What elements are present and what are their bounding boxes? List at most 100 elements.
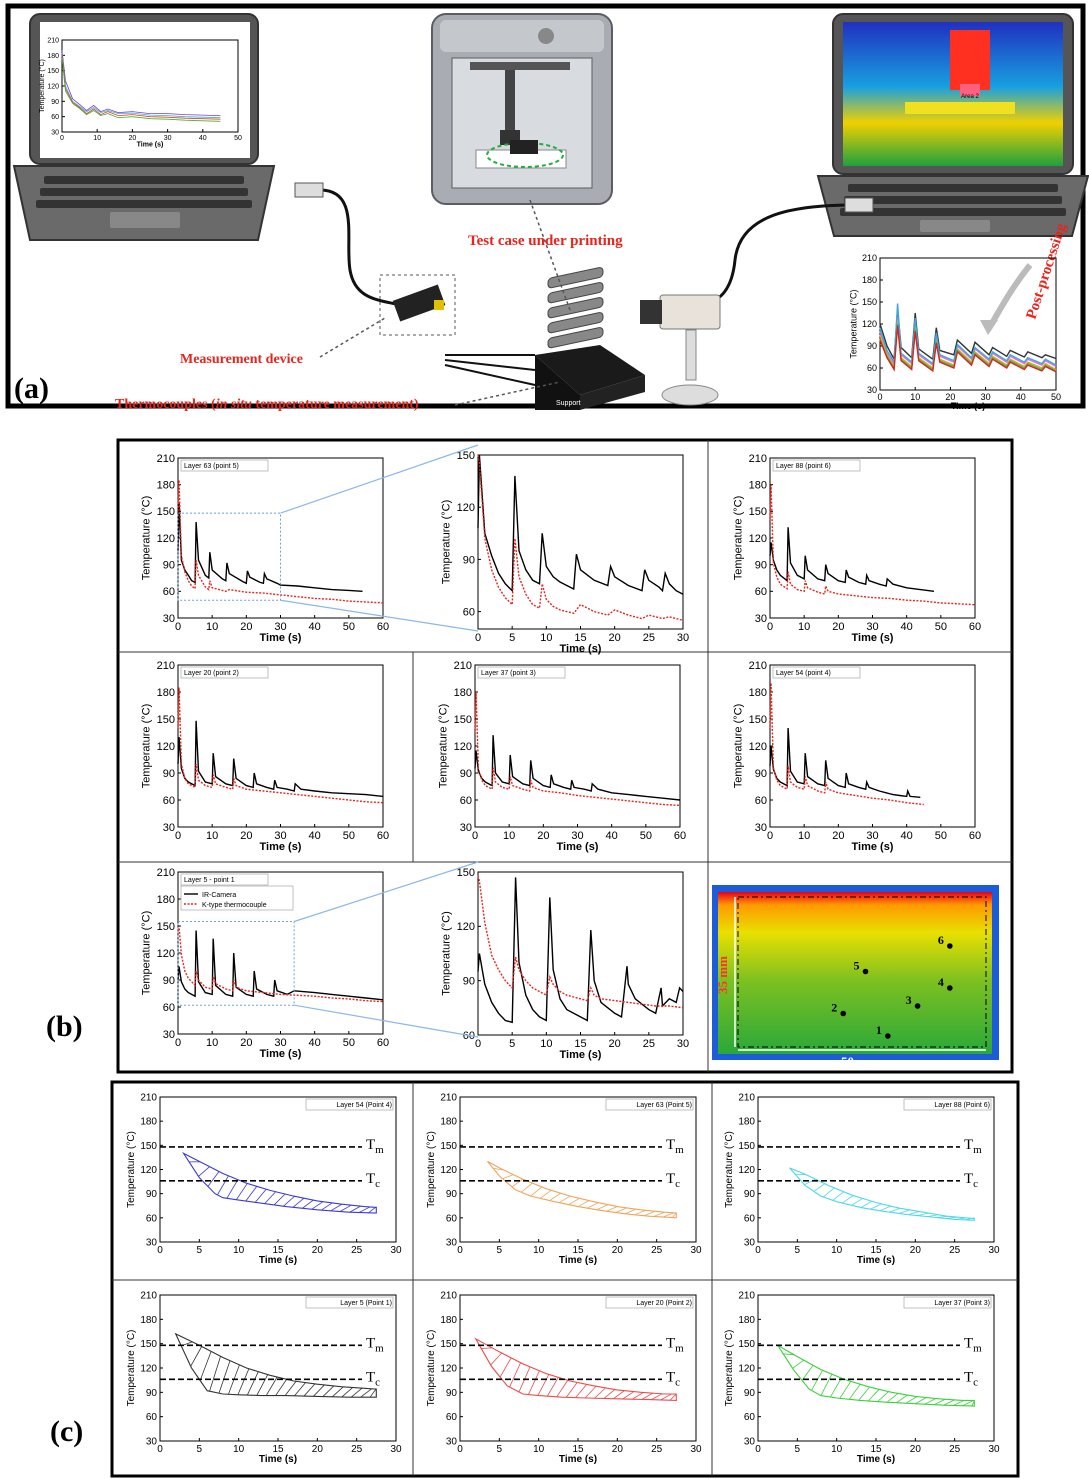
envelope-outline [174,1332,377,1398]
tc-label: Tc [964,1171,978,1190]
y-tick-label: 210 [157,867,175,879]
hatch-line [662,1212,675,1218]
x-tick-label: 10 [206,1037,218,1049]
y-tick-label: 210 [862,253,877,263]
hatch-line [830,1377,842,1398]
chart-title: Layer 5 (Point 1) [340,1300,392,1307]
x-tick-label: 60 [377,830,389,842]
y-tick-label: 150 [454,714,472,726]
y-tick-label: 150 [157,714,175,726]
y-axis-label: Temperature (°C) [732,704,744,788]
hatch-line [879,1205,892,1212]
hatch-line [198,1166,210,1177]
hatch-line [886,1393,899,1403]
hatch-line [898,1209,910,1214]
chart-title: Layer 37 (point 3) [481,670,536,677]
hatch-line [568,1197,580,1205]
x-tick-label: 40 [1016,392,1026,402]
tc-label: Tc [964,1369,978,1388]
chart-c-layer88: 30 60 90 120 150 180 210 0 5 10 15 20 25 30 Time (s) Te… [724,1093,1000,1267]
hatch-line [303,1383,316,1397]
series-line [879,303,1057,366]
hatch-line [848,1383,861,1400]
x-tick-label: 30 [677,632,689,644]
y-tick-label: 30 [744,1437,756,1448]
x-tick-label: 0 [457,1245,463,1256]
y-tick-label: 150 [738,1141,755,1152]
x-tick-label: 20 [832,830,844,842]
hatch-line [254,1188,267,1203]
x-axis-label: Time (s) [559,1454,597,1465]
y-tick-label: 210 [140,1291,157,1302]
tm-label: Tm [964,1137,982,1156]
y-tick-label: 120 [457,502,475,514]
x-tick-label: 50 [935,830,947,842]
x-tick-label: 30 [690,1444,702,1455]
tc-label: Tc [666,1369,680,1388]
x-tick-label: 30 [988,1444,1000,1455]
y-axis-label: Temperature (°C) [126,1131,137,1208]
hatch-line [622,1391,635,1400]
y-tick-label: 60 [446,1412,458,1423]
y-tick-label: 30 [446,1238,458,1249]
y-tick-label: 30 [867,385,877,395]
x-tick-label: 0 [175,830,181,842]
chart-layer63: 30 60 90 120 150 180 210 0 10 20 30 40 50 60 Time (s) T… [140,453,389,644]
y-tick-label: 120 [157,741,175,753]
hatch-line [653,1211,665,1217]
y-tick-label: 150 [140,1339,157,1350]
thermocouples-label: Thermocouples (in situ temperature measu… [115,397,419,412]
chart-layer63-zoom: 60 90 120 150 0 5 10 15 20 25 30 Time (s) Temperatur… [440,450,689,655]
y-axis-label: Temperature (°C) [140,496,152,580]
y-tick-label: 30 [163,1029,175,1041]
y-tick-label: 90 [446,1388,458,1399]
hatch-line [952,1400,965,1406]
x-tick-label: 0 [472,830,478,842]
y-tick-label: 150 [749,506,767,518]
chart-c-layer20: 30 60 90 120 150 180 210 0 5 10 15 20 25 30 Time (s) Te… [426,1291,702,1466]
series-line [477,875,684,1009]
hatch-line [292,1197,305,1208]
chart-c-layer54: 30 60 90 120 150 180 210 0 5 10 15 20 25 30 Time (s) Te… [126,1093,402,1267]
chart-title-box [180,873,269,886]
x-axis-label: Time (s) [560,643,602,655]
x-tick-label: 30 [390,1245,402,1256]
hatch-line [556,1380,569,1398]
series-line [177,925,384,1003]
x-tick-label: 30 [274,1037,286,1049]
hatch-line [199,1351,212,1381]
hatch-line [905,1396,918,1404]
hatch-line [603,1389,616,1399]
tm-label: Tm [366,1137,384,1156]
y-tick-label: 180 [738,1117,755,1128]
y-tick-label: 120 [738,1364,755,1375]
x-tick-label: 5 [497,1444,503,1455]
height-label: 35 mm [715,956,730,994]
x-tick-label: 50 [640,830,652,842]
thermal-points: 1 2 3 4 5 6 [831,933,953,1039]
envelope-outline [789,1167,975,1221]
hatch-line [511,1178,524,1188]
y-tick-label: 150 [440,1339,457,1350]
measurement-point [885,1033,891,1039]
y-tick-label: 120 [738,1165,755,1176]
hatch-line [350,1387,363,1398]
hatch-line [218,1360,231,1394]
hatch-line [499,1357,512,1378]
chart-layer20: 30 60 90 120 150 180 210 0 10 20 30 40 50 60 Time (s) T… [140,660,389,853]
hatch-line [207,1171,220,1187]
x-tick-label: 0 [175,621,181,633]
cables [319,188,856,386]
x-tick-label: 20 [612,1245,624,1256]
chart-title-box [903,1296,992,1309]
tc-label: Tc [366,1171,380,1190]
chart-c-layer37: 30 60 90 120 150 180 210 0 5 10 15 20 25 30 Time (s) Te… [724,1291,1000,1466]
x-tick-label: 15 [572,1444,584,1455]
hatch-line [832,1191,844,1201]
y-tick-label: 120 [47,83,59,90]
hatch-line [632,1392,644,1400]
x-tick-label: 30 [274,621,286,633]
hatch-line [934,1398,946,1406]
y-axis-label: Temperature (°C) [140,704,152,788]
